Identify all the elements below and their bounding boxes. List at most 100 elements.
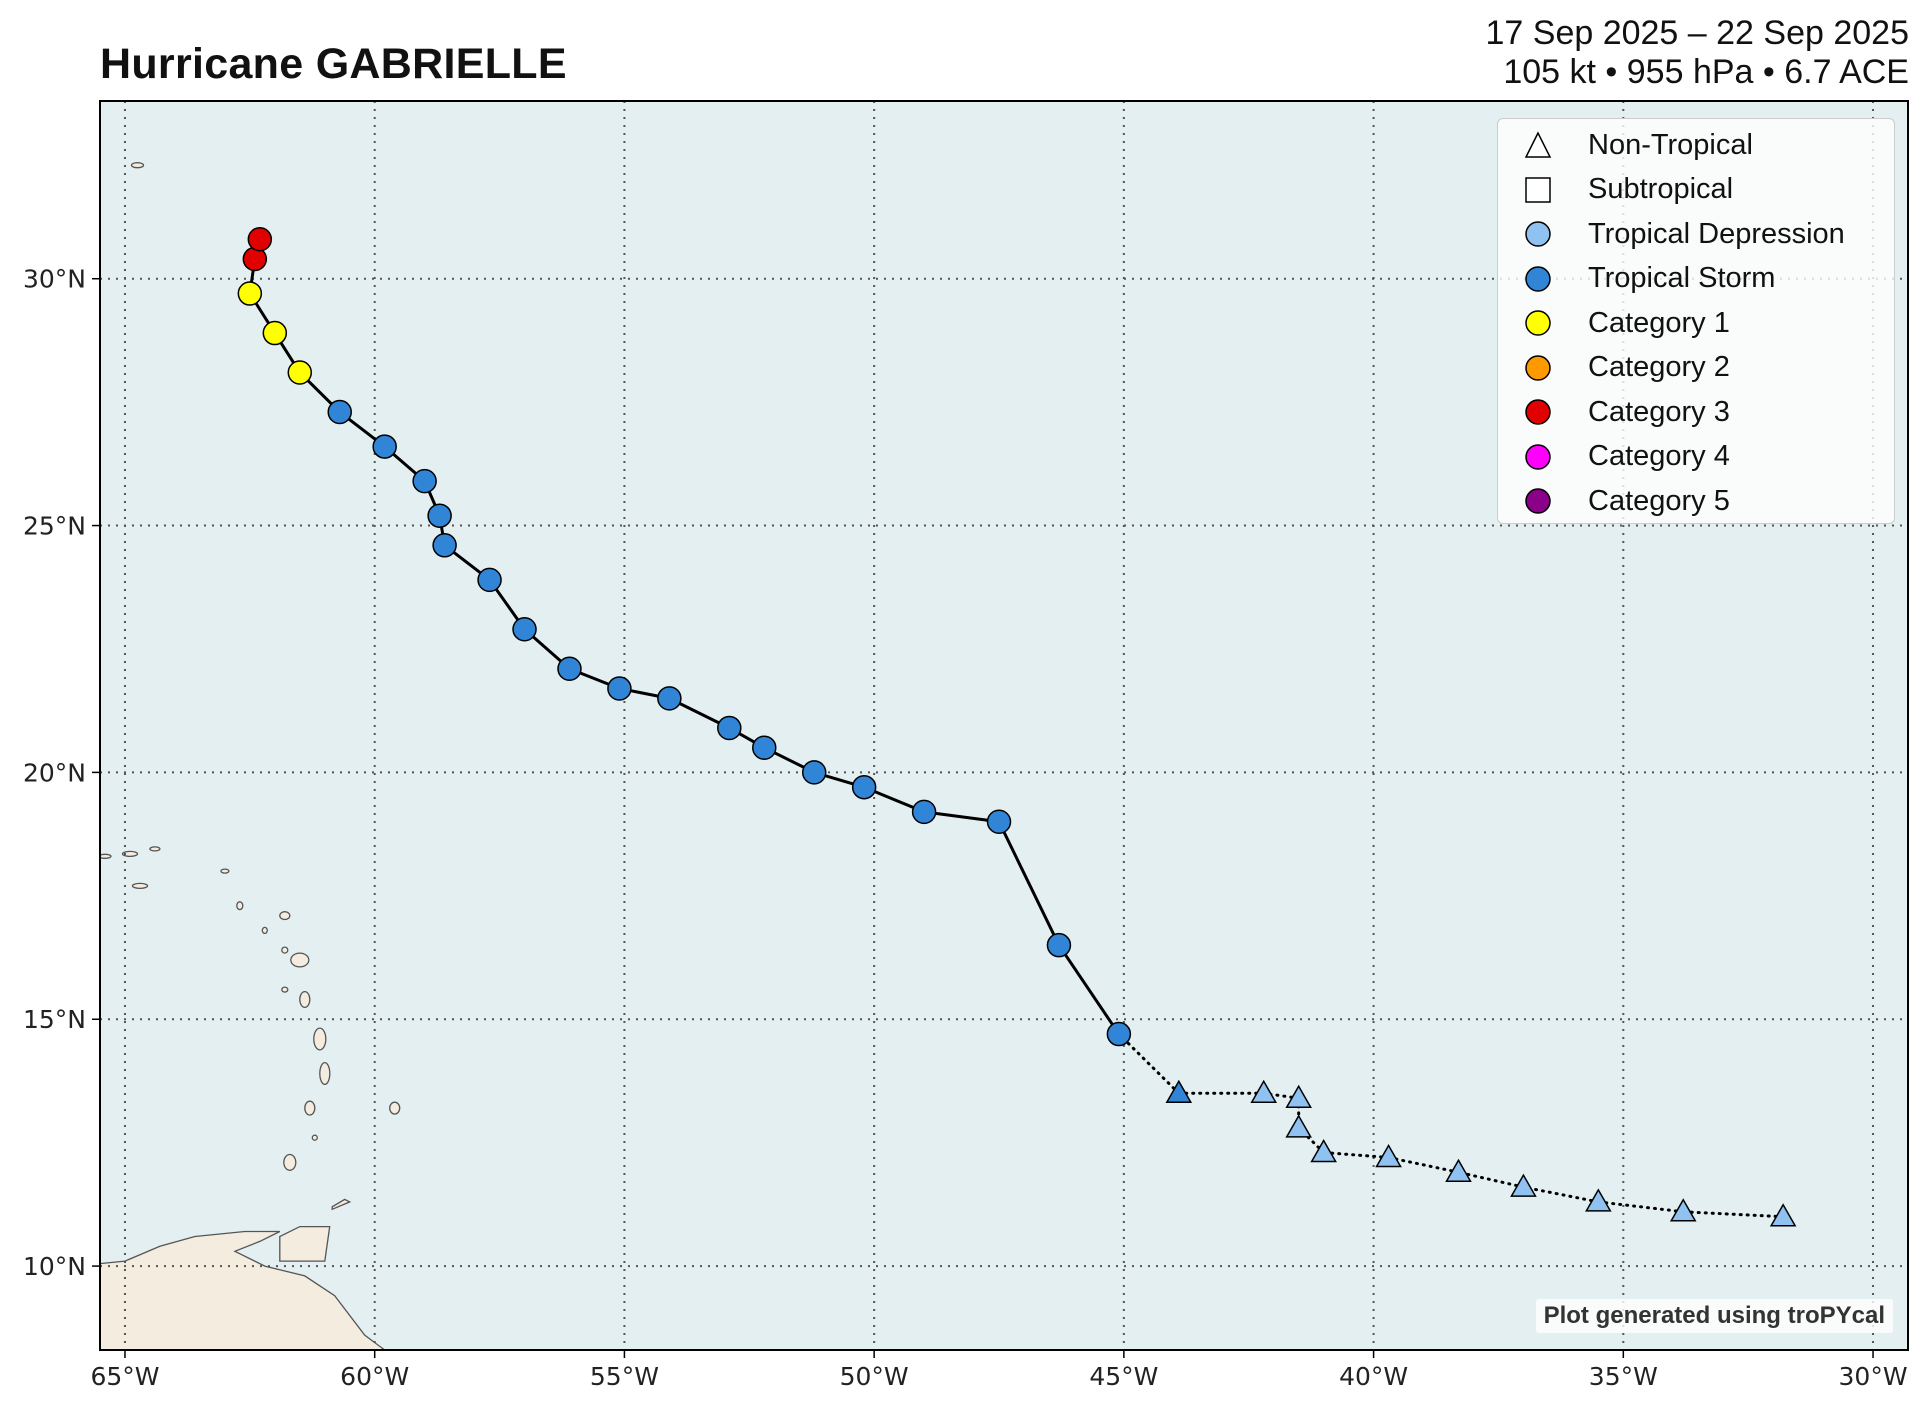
- south-america-coast: [100, 1230, 386, 1350]
- legend-item: Category 3: [1498, 392, 1894, 432]
- island-11: [220, 868, 230, 874]
- track-point-non-tropical: [1285, 1084, 1312, 1108]
- x-tick-label: 30°W: [1839, 1362, 1908, 1391]
- track-segment-tropical: [1057, 943, 1121, 1036]
- x-tick-label: 50°W: [840, 1362, 909, 1391]
- island-5: [290, 952, 310, 968]
- track-point-c1: [262, 320, 288, 346]
- island-12: [131, 882, 149, 890]
- x-tick-labels: 65°W 60°W 55°W 50°W 45°W 40°W 35°W 30°W: [90, 1362, 1907, 1391]
- island-6: [279, 911, 291, 921]
- legend-item: Category 2: [1498, 348, 1894, 388]
- trinidad-island: [279, 1225, 331, 1262]
- tobago-island: [331, 1198, 352, 1211]
- track-point-non-tropical: [1375, 1143, 1402, 1168]
- island-4: [299, 990, 311, 1009]
- track-segment-tropical: [997, 820, 1061, 947]
- track-point-non-tropical: [1310, 1139, 1337, 1163]
- date-range: 17 Sep 2025 – 22 Sep 2025: [1485, 14, 1910, 52]
- x-tick-label: 60°W: [340, 1362, 409, 1391]
- gridlines: [92, 101, 1908, 1358]
- legend-label: Non-Tropical: [1588, 128, 1753, 161]
- track-point-ts: [752, 735, 777, 760]
- axes-frame: [99, 100, 1909, 1351]
- island-9: [281, 946, 289, 954]
- track-point-ts: [432, 533, 457, 558]
- track-point-non-tropical: [1585, 1188, 1612, 1212]
- track-segment-tropical: [922, 810, 1001, 824]
- track-point-non-tropical: [1165, 1079, 1193, 1104]
- triangle-outline-icon: [1498, 129, 1578, 161]
- track-point-ts: [717, 715, 742, 741]
- track-point-ts: [557, 656, 582, 681]
- legend-item: Tropical Depression: [1498, 214, 1894, 254]
- legend-label: Category 2: [1588, 351, 1730, 383]
- storm-stats: 105 kt • 955 hPa • 6.7 ACE: [1503, 53, 1909, 91]
- track-point-ts: [607, 676, 632, 701]
- track-segment-non-tropical: [1596, 1200, 1685, 1214]
- circle-icon: [1498, 396, 1578, 428]
- track-point-non-tropical: [1510, 1173, 1537, 1197]
- legend-label: Category 4: [1588, 440, 1730, 472]
- legend-item: Category 4: [1498, 437, 1894, 477]
- legend: Non-Tropical Subtropical Tropical Depressi…: [1497, 118, 1895, 524]
- island-10: [261, 926, 268, 935]
- chart-subtitle: 17 Sep 2025 – 22 Sep 2025 105 kt • 955 h…: [1486, 14, 1910, 92]
- legend-label: Category 1: [1588, 306, 1730, 339]
- track-point-ts: [657, 686, 682, 711]
- land-outlines: [100, 162, 401, 1350]
- y-tick-label: 20°N: [23, 758, 86, 787]
- island-2: [319, 1061, 331, 1086]
- track-point-ts: [327, 399, 352, 425]
- legend-label: Subtropical: [1588, 173, 1734, 205]
- x-tick-label: 65°W: [90, 1362, 159, 1391]
- track-point-ts: [1106, 1021, 1132, 1047]
- legend-label: Category 3: [1588, 395, 1730, 428]
- island-1: [304, 1100, 316, 1116]
- track-segment-non-tropical: [1387, 1155, 1460, 1174]
- y-tick-labels: 10°N 15°N 20°N 25°N 30°N: [23, 265, 86, 1281]
- island-3: [313, 1027, 327, 1051]
- track-point-non-tropical: [1769, 1203, 1797, 1227]
- island-8: [389, 1101, 401, 1115]
- island-16: [281, 986, 289, 993]
- track-point-c1: [237, 281, 263, 306]
- x-tick-label: 40°W: [1339, 1362, 1408, 1391]
- circle-icon: [1498, 263, 1578, 295]
- track-point-ts: [1046, 932, 1072, 958]
- legend-label: Category 5: [1588, 484, 1730, 517]
- circle-icon: [1498, 441, 1578, 473]
- island-15: [149, 846, 161, 852]
- track-point-c3: [247, 226, 273, 252]
- x-tick-label: 45°W: [1089, 1362, 1158, 1391]
- track-point-non-tropical: [1445, 1158, 1472, 1183]
- y-tick-label: 15°N: [23, 1005, 86, 1034]
- legend-item: Subtropical: [1498, 170, 1894, 210]
- island-0: [283, 1153, 297, 1171]
- circle-icon: [1498, 307, 1578, 339]
- legend-item: Non-Tropical: [1498, 125, 1894, 165]
- square-outline-icon: [1498, 174, 1578, 206]
- track-point-ts: [911, 799, 937, 825]
- legend-item: Category 5: [1498, 481, 1894, 521]
- y-tick-label: 30°N: [23, 265, 86, 294]
- legend-label: Tropical Depression: [1588, 217, 1845, 250]
- track-points: [237, 226, 1797, 1227]
- legend-item: Category 1: [1498, 303, 1894, 343]
- track-point-ts: [477, 567, 502, 593]
- track-segment-non-tropical: [1521, 1185, 1600, 1204]
- chart-title: Hurricane GABRIELLE: [100, 40, 567, 88]
- track-point-non-tropical: [1250, 1079, 1278, 1104]
- track-point-ts: [372, 434, 397, 459]
- island-13: [121, 850, 139, 858]
- circle-icon: [1498, 352, 1578, 384]
- track-point-ts: [512, 616, 537, 642]
- legend-item: Tropical Storm: [1498, 259, 1894, 299]
- x-tick-label: 55°W: [590, 1362, 659, 1391]
- bermuda-island: [130, 162, 145, 169]
- track-segment-non-tropical: [1456, 1170, 1525, 1189]
- track-point-ts: [412, 468, 437, 494]
- credit-label: Plot generated using troPYcal: [1535, 1299, 1893, 1333]
- track-point-non-tropical: [1669, 1198, 1697, 1222]
- track-segment-non-tropical: [1117, 1032, 1181, 1095]
